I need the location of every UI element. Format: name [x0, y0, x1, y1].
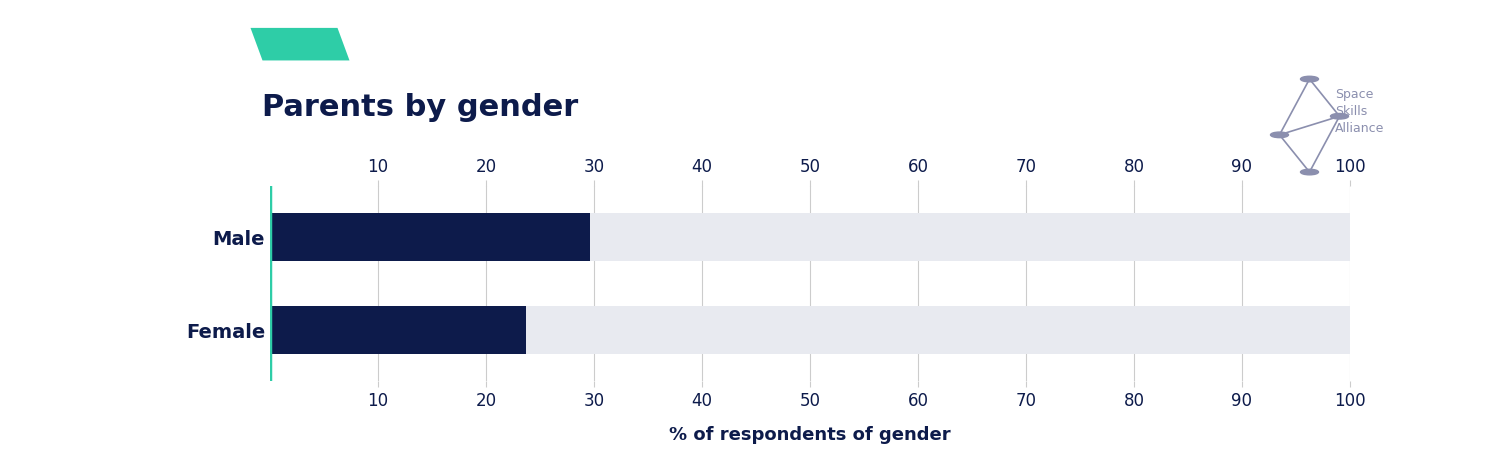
Bar: [270, 213, 1350, 261]
Bar: [270, 306, 1350, 354]
Text: Space
Skills
Alliance: Space Skills Alliance: [1335, 88, 1384, 135]
Text: Parents by gender: Parents by gender: [262, 93, 579, 122]
Bar: [270, 213, 590, 261]
Bar: [270, 306, 526, 354]
X-axis label: % of respondents of gender: % of respondents of gender: [669, 426, 951, 445]
